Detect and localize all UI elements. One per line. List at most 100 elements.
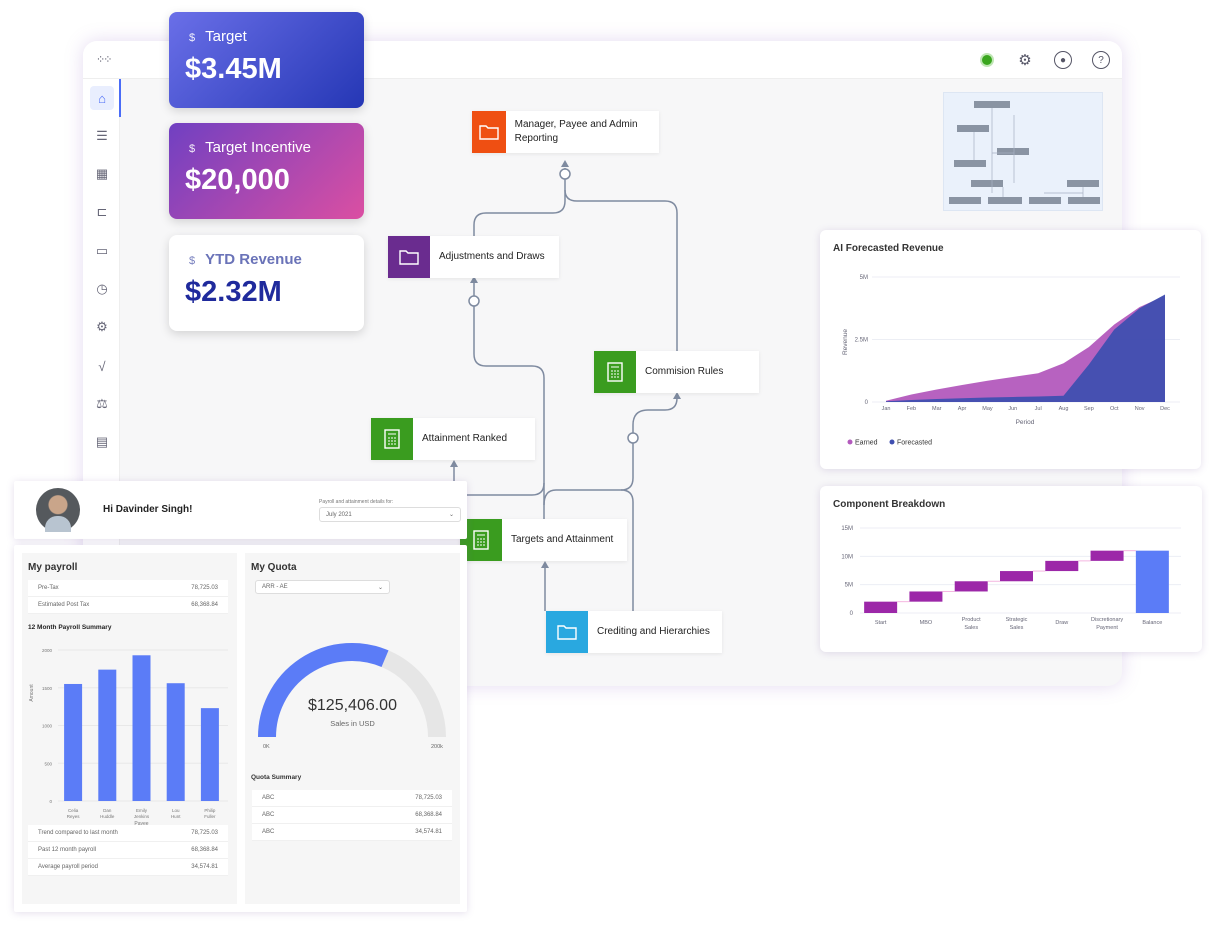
checklist-icon[interactable]: ☰ (96, 128, 108, 143)
row-label: Trend compared to last month (38, 830, 118, 836)
x-tick-label: Jun (1008, 406, 1017, 412)
waterfall-bar (909, 591, 943, 602)
quota-row: ABC 68,368.84 (252, 807, 452, 824)
revenue-chart: 0 2.5M 5M Jan Feb Mar Apr May Jun Jul Aug Sep Oct Nov… (842, 275, 1180, 447)
legend-marker (889, 439, 895, 445)
payroll-row: Average payroll period 34,574.81 (28, 859, 228, 876)
scale-icon[interactable]: ⚖ (96, 396, 108, 411)
forecast-revenue-card: AI Forecasted Revenue 0 2.5M 5M Jan Feb Mar Ap… (820, 230, 1201, 469)
node-label: Crediting and Hierarchies (597, 626, 710, 637)
row-value: 78,725.03 (191, 585, 218, 591)
node-label: Attainment Ranked (422, 433, 508, 444)
row-value: 68,368.84 (191, 602, 218, 608)
x-tick-label: Nov (1135, 406, 1145, 412)
waterfall-bar (954, 581, 988, 592)
y-tick-label: 0 (49, 799, 52, 804)
clipboard-icon[interactable]: ▤ (95, 434, 109, 449)
payroll-row: Pre-Tax 78,725.03 (28, 580, 228, 597)
summary-title: 12 Month Payroll Summary (28, 624, 112, 631)
payroll-row: Trend compared to last month 78,725.03 (28, 825, 228, 842)
flow-node-targets[interactable]: Targets and Attainment (460, 519, 627, 561)
area-forecasted (886, 294, 1165, 402)
y-tick-label: 5M (845, 583, 853, 589)
payroll-bar (64, 683, 83, 801)
user-icon[interactable]: ● (1054, 51, 1072, 69)
flow-node-adjustments[interactable]: Adjustments and Draws (388, 236, 559, 278)
monitor-icon[interactable]: ▭ (95, 243, 109, 258)
period-select[interactable]: July 2021 ⌄ (319, 507, 461, 522)
x-tick-label: Lou (172, 808, 180, 813)
y-tick-label: 2000 (42, 648, 53, 653)
row-label: Pre-Tax (38, 585, 59, 591)
quota-row: ABC 78,725.03 (252, 790, 452, 807)
period-value: July 2021 (326, 511, 352, 518)
x-tick-label: Apr (958, 406, 967, 412)
dashboard-icon[interactable]: ▦ (95, 166, 109, 181)
pulse-icon[interactable]: √ (98, 358, 106, 374)
waterfall-bar (1045, 560, 1079, 572)
y-tick-label: 1500 (42, 686, 53, 691)
kpi-value: $20,000 (185, 164, 290, 196)
period-label: Payroll and attainment details for: (319, 499, 394, 505)
workflow-icon[interactable]: ⊏ (96, 204, 108, 219)
y-tick-label: 10M (841, 554, 853, 560)
calendar-clock-icon[interactable]: ◷ (96, 281, 108, 296)
flow-node-commission-rules[interactable]: Commision Rules (594, 351, 759, 393)
kpi-value: $2.32M (185, 276, 282, 308)
x-tick-label: Feb (907, 406, 916, 412)
calculator-icon (594, 351, 636, 393)
x-tick-label: Reyes (67, 814, 81, 819)
row-label: Average payroll period (38, 864, 98, 870)
chart-title: Component Breakdown (833, 499, 946, 510)
row-label: ABC (262, 829, 275, 835)
payroll-bar (132, 655, 151, 801)
kpi-label: Target (205, 28, 247, 45)
payroll-quota-panel: My payroll Pre-Tax 78,725.03 Estimated Po… (14, 545, 467, 912)
dollar-icon: $ (189, 255, 196, 267)
y-axis-label: Amount (29, 684, 35, 702)
gauge-min: 0K (263, 744, 270, 750)
payroll-bar (98, 669, 117, 801)
x-tick-label: Sales (964, 625, 978, 631)
legend-label: Earned (855, 440, 878, 447)
gear-icon[interactable]: ⚙ (1018, 52, 1032, 69)
x-tick-label: Start (875, 620, 887, 626)
flow-node-reporting[interactable]: Manager, Payee and Admin Reporting (472, 111, 659, 153)
active-indicator (119, 79, 121, 117)
waterfall-bar (864, 601, 898, 613)
minimap[interactable] (943, 92, 1103, 211)
status-dot[interactable] (980, 53, 994, 67)
x-tick-label: Discretionary (1091, 617, 1123, 623)
calculator-icon (371, 418, 413, 460)
payroll-row: Estimated Post Tax 68,368.84 (28, 597, 228, 614)
row-label: ABC (262, 795, 275, 801)
y-tick-label: 0 (850, 611, 854, 617)
x-tick-label: Payment (1096, 625, 1118, 631)
gauge-label: Sales in USD (330, 719, 375, 728)
flow-node-crediting[interactable]: Crediting and Hierarchies (546, 611, 722, 653)
quota-select[interactable]: ARR - AE ⌄ (255, 580, 390, 594)
row-label: ABC (262, 812, 275, 818)
x-tick-label: Huddle (100, 814, 115, 819)
row-value: 68,368.84 (415, 812, 442, 818)
quota-gauge (258, 643, 446, 738)
waterfall-chart: 0 5M 10M 15M Start MBO Product Sales Strategic Sa… (841, 526, 1181, 631)
y-tick-label: 1000 (42, 724, 53, 729)
payroll-title: My payroll (28, 562, 78, 573)
x-tick-label: Sep (1084, 406, 1094, 412)
help-icon[interactable]: ? (1092, 51, 1110, 69)
row-value: 34,574.81 (191, 864, 218, 870)
payroll-bar (166, 683, 185, 801)
payroll-row: Past 12 month payroll 68,368.84 (28, 842, 228, 859)
quota-select-value: ARR - AE (262, 584, 288, 590)
avatar (36, 488, 80, 532)
quota-row: ABC 34,574.81 (252, 824, 452, 841)
x-axis-label: Payee (134, 821, 148, 827)
home-icon[interactable]: ⌂ (90, 86, 114, 110)
gear-list-icon[interactable]: ⚙ (96, 319, 108, 334)
y-tick-label: 5M (860, 275, 868, 281)
calculator-icon (460, 519, 502, 561)
flow-node-attainment-ranked[interactable]: Attainment Ranked (371, 418, 535, 460)
row-value: 68,368.84 (191, 847, 218, 853)
